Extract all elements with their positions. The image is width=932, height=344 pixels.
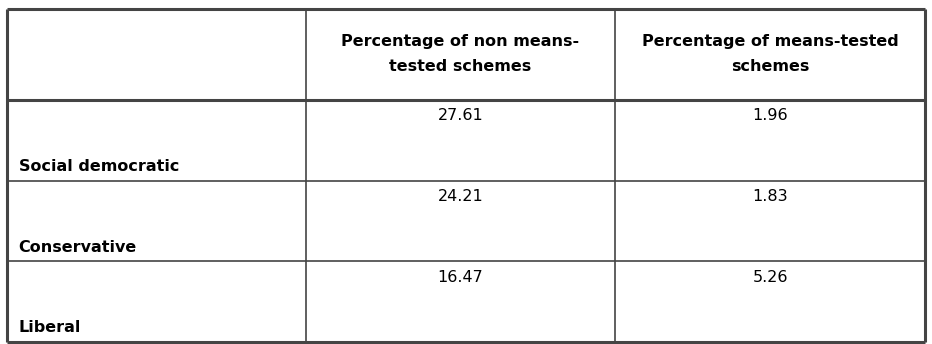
Text: Social democratic: Social democratic <box>19 159 179 174</box>
Text: 1.96: 1.96 <box>752 108 788 123</box>
Text: Percentage of means-tested
schemes: Percentage of means-tested schemes <box>641 34 898 74</box>
Text: 1.83: 1.83 <box>752 189 788 204</box>
Text: 16.47: 16.47 <box>438 270 484 285</box>
Text: Percentage of non means-
tested schemes: Percentage of non means- tested schemes <box>341 34 580 74</box>
Text: 27.61: 27.61 <box>438 108 484 123</box>
Text: Liberal: Liberal <box>19 320 81 335</box>
Text: 24.21: 24.21 <box>438 189 484 204</box>
Text: Conservative: Conservative <box>19 239 137 255</box>
Text: 5.26: 5.26 <box>752 270 788 285</box>
